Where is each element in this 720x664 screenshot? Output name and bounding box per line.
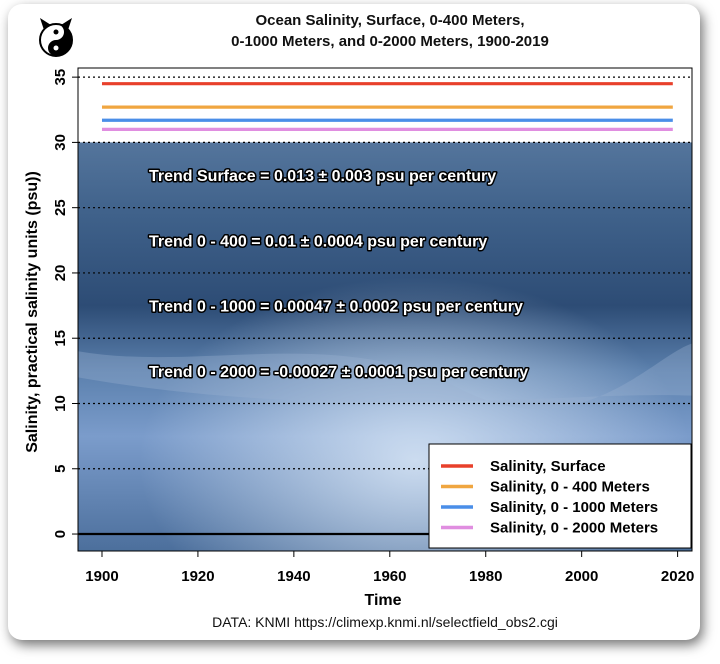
legend-label: Salinity, 0 - 1000 Meters (490, 499, 658, 516)
data-source: DATA: KNMI https://climexp.knmi.nl/selec… (212, 614, 558, 630)
y-tick-label: 15 (52, 330, 69, 347)
y-tick-label: 5 (52, 465, 69, 473)
x-tick-label: 2000 (565, 568, 598, 585)
y-axis-label: Salinity, practical salinity units (psu)… (24, 171, 41, 453)
y-tick-label: 10 (52, 395, 69, 412)
chart-svg: Ocean Salinity, Surface, 0-400 Meters, 0… (24, 12, 694, 630)
legend: Salinity, Surface Salinity, 0 - 400 Meter… (428, 443, 692, 549)
ocean-wave-highlight (78, 343, 692, 410)
y-tick-label: 25 (52, 199, 69, 216)
trend-annotation: Trend 0 - 1000 = 0.00047 ± 0.0002 psu pe… (149, 299, 523, 316)
chart-title: Ocean Salinity, Surface, 0-400 Meters, (255, 12, 524, 29)
plot-frame (77, 67, 693, 552)
trend-annotation: Trend Surface = 0.013 ± 0.003 psu per ce… (149, 168, 496, 185)
y-tick-label: 30 (52, 134, 69, 151)
x-tick-label: 1940 (277, 568, 310, 585)
x-tick-label: 1920 (181, 568, 214, 585)
legend-box (428, 443, 692, 549)
legend-label: Salinity, Surface (490, 458, 606, 475)
x-tick-label: 2020 (661, 568, 694, 585)
yin-yang-cat-logo (39, 18, 73, 57)
chart-card: Ocean Salinity, Surface, 0-400 Meters, 0… (8, 4, 700, 640)
y-tick-label: 0 (52, 530, 69, 538)
trend-annotation: Trend 0 - 2000 = -0.00027 ± 0.0001 psu p… (149, 364, 528, 381)
y-tick-label: 20 (52, 265, 69, 282)
plot-area: 0 5 10 15 20 25 30 35 1900 1920 1940 1960 1980 2000 20… (52, 67, 694, 585)
x-tick-label: 1900 (85, 568, 118, 585)
x-tick-label: 1960 (373, 568, 406, 585)
x-tick-label: 1980 (469, 568, 502, 585)
legend-label: Salinity, 0 - 400 Meters (490, 479, 650, 496)
y-tick-label: 35 (52, 69, 69, 86)
chart-subtitle: 0-1000 Meters, and 0-2000 Meters, 1900-2… (231, 33, 549, 50)
legend-label: Salinity, 0 - 2000 Meters (490, 520, 658, 537)
x-axis-label: Time (364, 592, 401, 609)
trend-annotation: Trend 0 - 400 = 0.01 ± 0.0004 psu per ce… (149, 233, 487, 250)
